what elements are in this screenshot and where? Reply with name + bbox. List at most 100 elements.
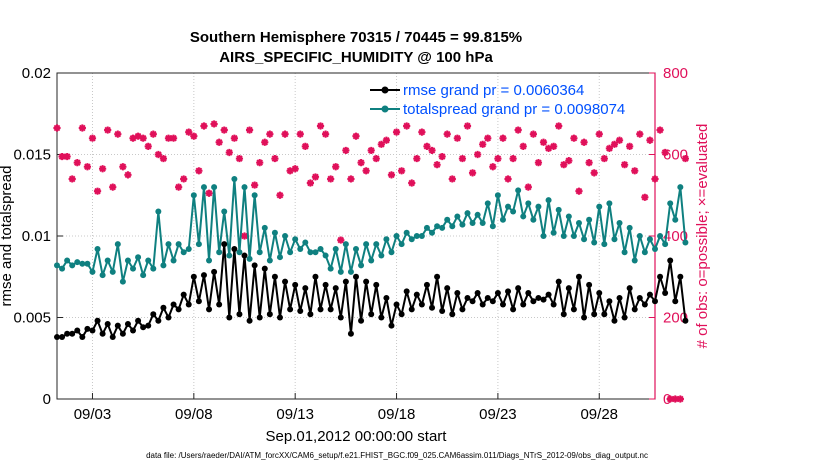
- obs-marker-shape: [423, 142, 431, 150]
- obs-marker: [382, 136, 391, 144]
- obs-marker: [205, 189, 213, 197]
- rmse-point: [64, 330, 71, 337]
- rmse-point: [373, 281, 380, 288]
- totalspread-point: [342, 241, 349, 248]
- rmse-point: [261, 265, 268, 272]
- obs-marker-shape: [595, 130, 603, 138]
- totalspread-point: [297, 246, 304, 253]
- obs-marker-shape: [327, 175, 335, 183]
- obs-marker: [68, 175, 76, 183]
- rmse-point: [520, 301, 527, 308]
- obs-marker-shape: [484, 134, 492, 142]
- y-tick-label-2: 0.01: [22, 228, 51, 245]
- obs-marker-shape: [53, 124, 61, 132]
- rmse-point: [79, 334, 86, 341]
- totalspread-point: [226, 252, 233, 259]
- rmse-point: [337, 314, 344, 321]
- totalspread-point: [276, 254, 283, 261]
- rmse-point: [221, 241, 228, 248]
- totalspread-point: [646, 236, 653, 243]
- rmse-point: [484, 294, 491, 301]
- obs-marker-shape: [474, 150, 482, 159]
- totalspread-series: [54, 175, 689, 285]
- rmse-point: [353, 273, 359, 280]
- obs-marker-shape: [605, 144, 613, 152]
- obs-marker: [109, 183, 117, 191]
- rmse-point: [662, 290, 669, 297]
- rmse-point: [190, 273, 197, 280]
- obs-marker-shape: [306, 179, 314, 187]
- obs-marker: [661, 148, 669, 157]
- obs-marker: [83, 163, 92, 171]
- rmse-point: [646, 291, 653, 298]
- rmse-point: [403, 288, 410, 295]
- obs-marker-shape: [205, 189, 213, 197]
- obs-marker: [626, 142, 634, 150]
- rmse-point: [241, 252, 248, 259]
- y-tick-label-3: 0.015: [13, 147, 51, 164]
- obs-marker-shape: [99, 165, 107, 173]
- rmse-point: [54, 334, 60, 341]
- obs-marker-shape: [448, 175, 456, 183]
- obs-marker: [595, 130, 603, 138]
- totalspread-point: [682, 239, 689, 246]
- totalspread-point: [246, 255, 253, 262]
- rmse-point: [423, 281, 430, 288]
- obs-marker-shape: [357, 159, 365, 167]
- totalspread-point: [444, 216, 451, 223]
- rmse-point: [317, 306, 324, 313]
- totalspread-point: [373, 241, 380, 248]
- obs-marker-shape: [458, 154, 467, 163]
- totalspread-point: [282, 233, 289, 239]
- totalspread-point: [565, 213, 572, 220]
- obs-marker-shape: [73, 159, 81, 167]
- totalspread-point: [545, 197, 552, 204]
- obs-marker-shape: [615, 136, 624, 144]
- obs-marker: [306, 179, 314, 187]
- obs-marker: [499, 134, 507, 142]
- totalspread-point: [211, 184, 218, 191]
- y-right-tick-label-4: 800: [663, 65, 688, 82]
- rmse-point: [89, 327, 96, 334]
- obs-marker: [433, 161, 441, 169]
- obs-marker: [362, 167, 370, 175]
- obs-marker-shape: [636, 130, 644, 138]
- obs-marker-shape: [671, 395, 679, 403]
- obs-marker: [58, 152, 66, 161]
- totalspread-point: [631, 257, 638, 264]
- obs-marker-shape: [570, 134, 578, 142]
- totalspread-point: [190, 192, 197, 199]
- rmse-point: [119, 330, 126, 337]
- rmse-point: [550, 301, 557, 308]
- x-tick-label-4: 09/23: [479, 406, 517, 423]
- obs-marker: [225, 148, 233, 157]
- rmse-point: [489, 298, 496, 305]
- totalspread-point: [231, 175, 238, 182]
- obs-marker-shape: [114, 130, 122, 138]
- obs-marker: [428, 146, 436, 155]
- obs-marker-shape: [433, 161, 441, 169]
- obs-marker: [332, 163, 340, 171]
- totalspread-point: [302, 239, 309, 246]
- rmse-point: [434, 273, 441, 280]
- obs-marker-shape: [626, 142, 634, 150]
- obs-marker-shape: [489, 163, 497, 171]
- totalspread-point: [408, 236, 415, 243]
- obs-marker: [408, 179, 416, 187]
- rmse-point: [99, 330, 106, 337]
- rmse-point: [545, 291, 552, 298]
- totalspread-point: [99, 272, 106, 279]
- obs-marker-shape: [382, 136, 391, 144]
- x-axis-label: Sep.01,2012 00:00:00 start: [266, 428, 448, 445]
- obs-marker-shape: [555, 122, 563, 130]
- obs-marker: [590, 169, 598, 177]
- totalspread-point: [586, 216, 593, 223]
- obs-marker-shape: [560, 161, 568, 169]
- totalspread-point: [363, 241, 370, 248]
- rmse-point: [454, 290, 461, 297]
- rmse-point: [165, 314, 172, 321]
- rmse-point: [499, 301, 506, 308]
- obs-marker: [139, 134, 147, 142]
- rmse-point: [342, 278, 349, 285]
- obs-marker-shape: [210, 120, 218, 128]
